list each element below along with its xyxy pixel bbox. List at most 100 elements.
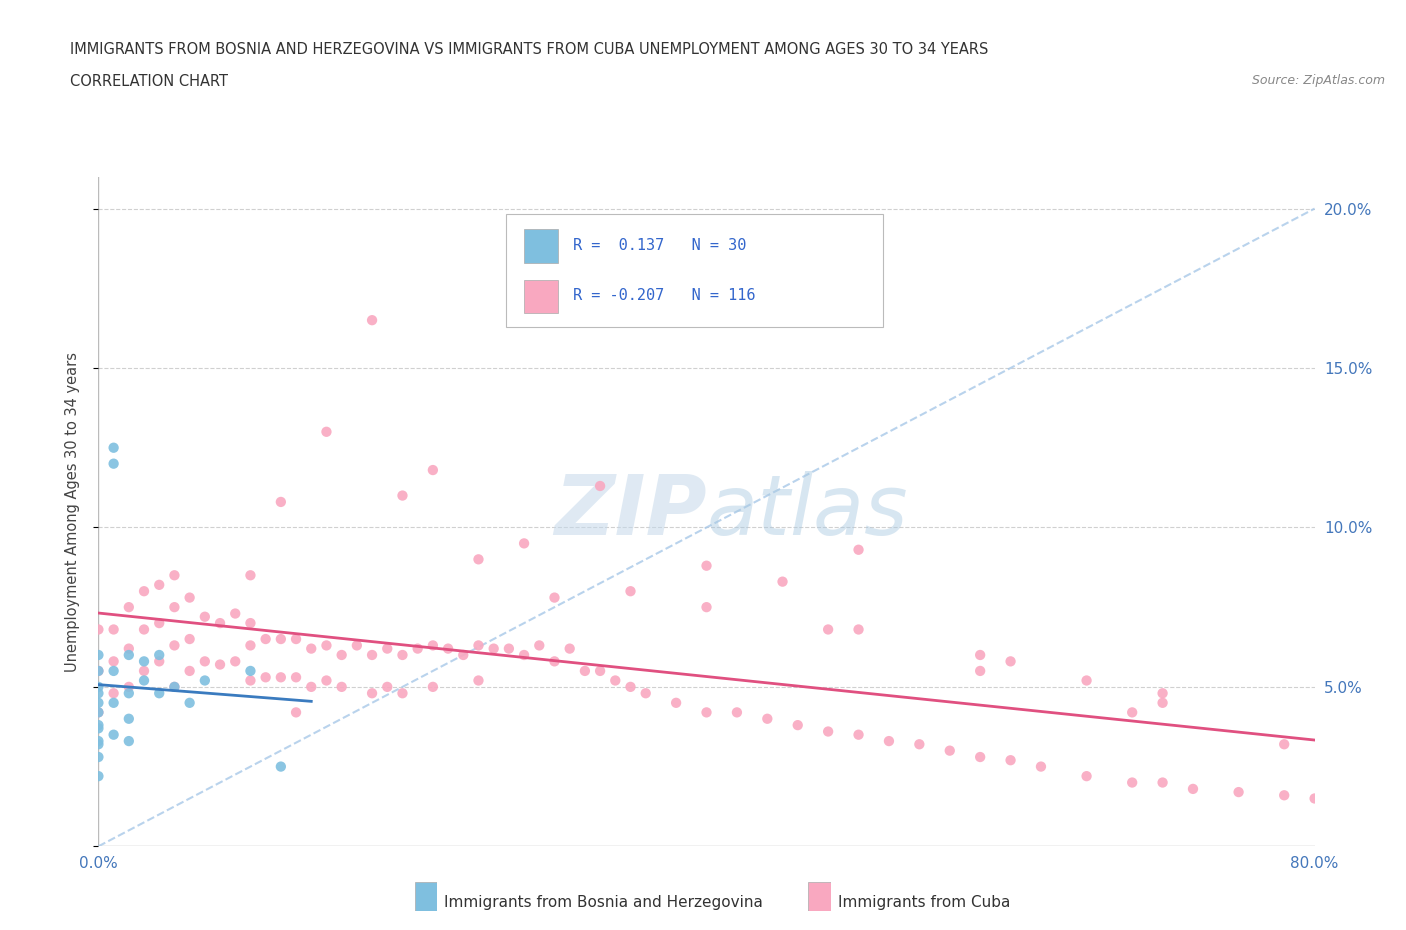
Point [179,631,201,646]
Text: ZIP: ZIP [554,471,707,552]
Point [103,457,125,472]
Point [453,647,475,662]
Point [103,727,125,742]
Text: atlas: atlas [707,471,908,552]
Point [315,638,337,653]
Point [87,663,110,678]
Point [118,734,141,749]
Point [696,558,718,573]
Point [1152,685,1174,700]
Point [330,647,353,662]
Point [1152,696,1174,711]
Point [118,685,141,700]
Point [619,584,641,599]
Point [786,718,808,733]
Point [163,638,186,653]
Point [589,479,612,494]
Text: Immigrants from Bosnia and Herzegovina: Immigrants from Bosnia and Herzegovina [444,895,763,910]
Point [1000,752,1022,767]
FancyBboxPatch shape [524,230,558,263]
Point [118,647,141,662]
Point [361,685,384,700]
Point [605,673,627,688]
Point [725,705,748,720]
Point [163,680,186,695]
Point [148,654,170,669]
Point [103,654,125,669]
Point [375,680,398,695]
FancyBboxPatch shape [524,280,558,313]
Point [1303,791,1326,806]
Point [1182,781,1205,796]
Point [254,670,277,684]
Text: Immigrants from Cuba: Immigrants from Cuba [838,895,1011,910]
Point [1076,673,1098,688]
Point [346,638,368,653]
Point [467,638,489,653]
Text: R = -0.207   N = 116: R = -0.207 N = 116 [572,287,755,302]
Point [148,647,170,662]
Point [1029,759,1052,774]
Point [330,680,353,695]
Point [118,600,141,615]
Point [132,584,155,599]
Point [194,673,217,688]
Point [132,654,155,669]
Point [1076,769,1098,784]
Point [422,462,444,477]
Point [375,641,398,656]
Point [87,750,110,764]
Point [118,641,141,656]
Point [148,685,170,700]
Point [391,647,413,662]
Point [270,759,292,774]
Point [574,663,596,678]
Point [209,616,232,631]
Point [877,734,900,749]
Point [239,663,262,678]
Point [391,488,413,503]
Point [179,696,201,711]
Point [87,622,110,637]
Point [406,641,429,656]
Point [299,641,322,656]
Point [848,727,870,742]
Point [285,705,308,720]
Point [361,312,384,327]
Point [299,680,322,695]
Point [908,737,931,751]
Point [848,622,870,637]
Point [817,724,839,739]
Point [848,542,870,557]
Point [969,750,991,764]
Point [224,606,246,621]
Point [118,680,141,695]
Point [118,711,141,726]
Point [87,721,110,736]
Point [665,696,688,711]
Point [1000,654,1022,669]
Point [315,673,337,688]
Point [1272,788,1295,803]
Point [969,647,991,662]
Point [103,685,125,700]
Point [87,685,110,700]
Point [498,641,520,656]
Point [543,654,565,669]
FancyBboxPatch shape [506,214,883,327]
Point [148,616,170,631]
Point [939,743,962,758]
Point [239,638,262,653]
Point [87,718,110,733]
Point [391,685,413,700]
Point [132,622,155,637]
Point [422,638,444,653]
Point [1227,785,1250,800]
Point [696,705,718,720]
Point [482,641,505,656]
Point [239,673,262,688]
Point [87,680,110,695]
Point [589,663,612,678]
Point [87,734,110,749]
Point [756,711,779,726]
